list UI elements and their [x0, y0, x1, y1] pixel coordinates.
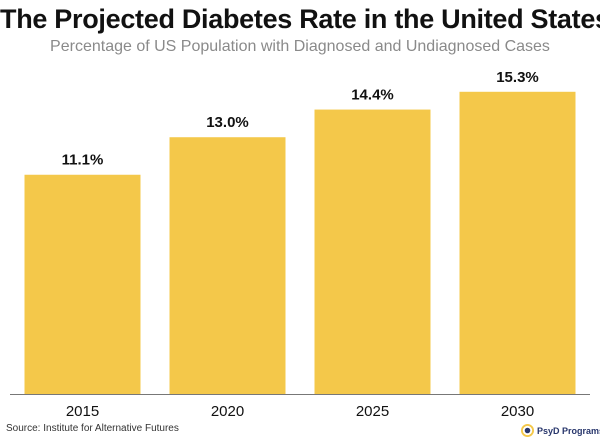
bar-2015: [24, 174, 141, 394]
brand-logo: PsyD Programs: [521, 424, 600, 437]
chart-title: The Projected Diabetes Rate in the Unite…: [0, 4, 600, 34]
x-tick-label-2020: 2020: [211, 403, 244, 420]
x-tick-label-2015: 2015: [66, 403, 99, 420]
x-tick-label-2025: 2025: [356, 403, 389, 420]
chart-subtitle: Percentage of US Population with Diagnos…: [50, 38, 550, 55]
bar-2025: [314, 109, 431, 395]
psyd-logo-icon: [521, 424, 534, 437]
brand-name: PsyD Programs: [537, 425, 600, 436]
bar-2030: [459, 91, 576, 394]
value-label-2030: 15.3%: [496, 69, 539, 86]
value-label-2025: 14.4%: [351, 87, 394, 104]
value-label-2015: 11.1%: [62, 152, 104, 169]
source-note: Source: Institute for Alternative Future…: [6, 423, 179, 434]
bar-2020: [169, 137, 286, 394]
x-tick-label-2030: 2030: [501, 403, 534, 420]
value-label-2020: 13.0%: [206, 114, 249, 131]
